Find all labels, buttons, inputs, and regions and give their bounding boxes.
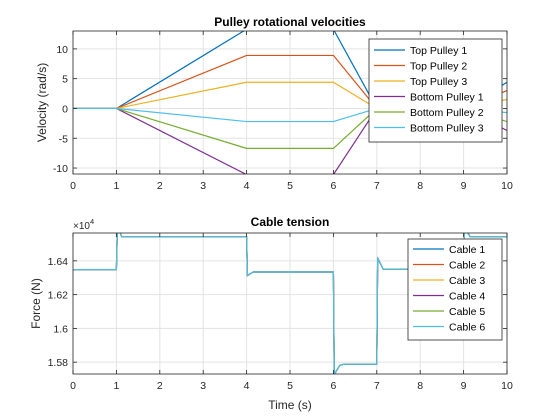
tension-x-tick-label: 10: [501, 380, 513, 392]
velocity-y-tick-label: 0: [62, 103, 68, 115]
tension-y-tick-label: 1.62: [48, 290, 69, 302]
velocity-legend: Top Pulley 1 Top Pulley 2 Top Pulley 3 Bott…: [368, 38, 503, 143]
tension-legend-label: Cable 4: [449, 291, 485, 303]
velocity-ticks: 0 1 2 3 4 5 6 7 8 9 10 -10 -5 0 5 10: [53, 31, 513, 192]
velocity-x-tick-label: 1: [113, 180, 119, 192]
tension-x-tick-label: 6: [330, 380, 336, 392]
velocity-x-tick-label: 4: [244, 180, 250, 192]
tension-x-tick-label: 3: [200, 380, 206, 392]
tension-legend-label: Cable 3: [449, 275, 485, 287]
velocity-legend-label: Top Pulley 1: [410, 45, 467, 57]
tension-x-tick-label: 8: [417, 380, 423, 392]
tension-legend-label: Cable 2: [449, 260, 485, 272]
velocity-x-tick-label: 5: [287, 180, 293, 192]
velocity-chart: 0 1 2 3 4 5 6 7 8 9 10 -10 -5 0 5 10 Pulley rotational …: [35, 15, 513, 192]
velocity-y-tick-label: 5: [62, 74, 68, 86]
tension-x-tick-label: 5: [287, 380, 293, 392]
tension-legend-label: Cable 6: [449, 322, 485, 334]
velocity-x-tick-label: 9: [461, 180, 467, 192]
tension-legend-box: [407, 238, 503, 341]
tension-x-axis-label: Time (s): [268, 398, 312, 412]
tension-x-tick-label: 0: [70, 380, 76, 392]
velocity-x-tick-label: 7: [374, 180, 380, 192]
tension-chart-title: Cable tension: [251, 215, 330, 229]
velocity-y-tick-label: -10: [53, 163, 68, 175]
tension-y-tick-label: 1.58: [48, 357, 69, 369]
velocity-x-tick-label: 10: [501, 180, 513, 192]
tension-y-tick-label: 1.6: [53, 323, 68, 335]
velocity-x-tick-label: 8: [417, 180, 423, 192]
velocity-legend-label: Bottom Pulley 2: [410, 107, 484, 119]
tension-legend-label: Cable 1: [449, 244, 485, 256]
velocity-chart-title: Pulley rotational velocities: [214, 15, 366, 29]
velocity-x-tick-label: 3: [200, 180, 206, 192]
tension-y-multiplier-base: 10: [79, 221, 91, 232]
velocity-legend-label: Bottom Pulley 3: [410, 123, 484, 135]
tension-x-tick-label: 7: [374, 380, 380, 392]
tension-y-multiplier: ×104: [73, 217, 94, 232]
tension-y-axis-label: Force (N): [29, 278, 43, 329]
tension-legend: Cable 1 Cable 2 Cable 3 Cable 4 Cable 5 Cable…: [407, 238, 503, 341]
tension-ticks: 0 1 2 3 4 5 6 7 8 9 10 1.58 1.6 1.62 1.64: [48, 233, 513, 392]
velocity-x-tick-label: 6: [330, 180, 336, 192]
velocity-legend-box: [368, 38, 503, 143]
tension-legend-label: Cable 5: [449, 306, 485, 318]
velocity-legend-label: Bottom Pulley 1: [410, 92, 484, 104]
velocity-y-tick-label: 10: [56, 44, 68, 56]
velocity-legend-label: Top Pulley 3: [410, 76, 467, 88]
tension-x-tick-label: 1: [113, 380, 119, 392]
velocity-legend-label: Top Pulley 2: [410, 61, 467, 73]
tension-y-tick-label: 1.64: [48, 256, 69, 268]
velocity-x-tick-label: 2: [157, 180, 163, 192]
velocity-y-axis-label: Velocity (rad/s): [35, 63, 49, 142]
velocity-y-tick-label: -5: [59, 133, 68, 145]
tension-x-tick-label: 9: [461, 380, 467, 392]
velocity-x-tick-label: 0: [70, 180, 76, 192]
tension-x-tick-label: 4: [244, 380, 250, 392]
tension-chart: 0 1 2 3 4 5 6 7 8 9 10 1.58 1.6 1.62 1.64 Cable tensio…: [29, 215, 513, 412]
tension-y-multiplier-exponent: 4: [90, 217, 94, 226]
tension-x-tick-label: 2: [157, 380, 163, 392]
